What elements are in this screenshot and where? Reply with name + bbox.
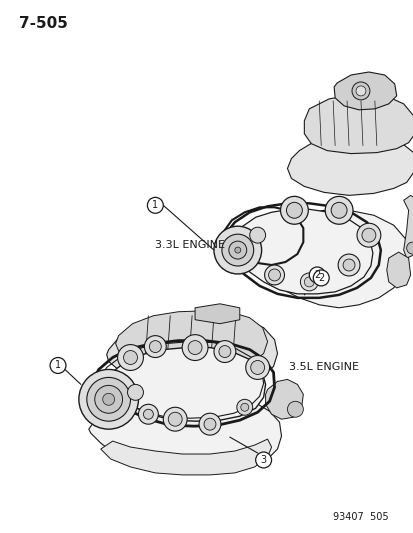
Polygon shape [287, 133, 413, 196]
Polygon shape [107, 317, 277, 387]
Circle shape [144, 336, 166, 358]
Circle shape [221, 234, 253, 266]
Circle shape [356, 223, 380, 247]
Circle shape [304, 277, 313, 287]
Circle shape [406, 242, 413, 254]
Polygon shape [244, 211, 408, 308]
Circle shape [188, 341, 202, 354]
Circle shape [149, 341, 161, 352]
Circle shape [309, 267, 325, 283]
Circle shape [102, 393, 114, 405]
Circle shape [199, 413, 221, 435]
Circle shape [214, 341, 235, 362]
Text: 2: 2 [313, 270, 320, 280]
Text: 3.3L ENGINE: 3.3L ENGINE [155, 240, 225, 250]
Circle shape [342, 259, 354, 271]
Text: 93407  505: 93407 505 [332, 512, 388, 522]
Circle shape [337, 254, 359, 276]
Polygon shape [333, 72, 396, 110]
Circle shape [236, 399, 252, 415]
Circle shape [78, 369, 138, 429]
Circle shape [255, 452, 271, 468]
Circle shape [264, 265, 284, 285]
Polygon shape [100, 348, 265, 421]
Circle shape [245, 356, 269, 379]
Circle shape [143, 409, 153, 419]
Text: 3.5L ENGINE: 3.5L ENGINE [289, 362, 358, 373]
Circle shape [127, 384, 143, 400]
Polygon shape [403, 196, 413, 258]
Circle shape [138, 404, 158, 424]
Circle shape [330, 203, 346, 218]
Polygon shape [229, 209, 372, 294]
Circle shape [355, 86, 365, 96]
Circle shape [287, 401, 303, 417]
Circle shape [218, 345, 230, 358]
Text: 3: 3 [260, 455, 266, 465]
Polygon shape [115, 311, 267, 374]
Circle shape [95, 385, 122, 413]
Polygon shape [195, 304, 239, 324]
Circle shape [117, 345, 143, 370]
Circle shape [351, 82, 369, 100]
Polygon shape [100, 439, 271, 475]
Circle shape [240, 403, 248, 411]
Circle shape [325, 196, 352, 224]
Circle shape [87, 377, 130, 421]
Text: 1: 1 [152, 200, 158, 211]
Text: 1: 1 [55, 360, 61, 370]
Circle shape [123, 351, 137, 365]
Circle shape [147, 197, 163, 213]
Circle shape [300, 273, 318, 291]
Circle shape [204, 418, 216, 430]
Text: 2: 2 [317, 273, 323, 283]
Polygon shape [304, 94, 413, 154]
Circle shape [168, 412, 182, 426]
Circle shape [286, 203, 301, 218]
Circle shape [50, 358, 66, 374]
Circle shape [313, 270, 328, 286]
Circle shape [182, 335, 207, 360]
Polygon shape [88, 395, 281, 473]
Polygon shape [386, 252, 410, 288]
Circle shape [228, 241, 246, 259]
Polygon shape [265, 379, 303, 419]
Circle shape [163, 407, 187, 431]
Circle shape [268, 269, 280, 281]
Circle shape [280, 196, 308, 224]
Circle shape [249, 227, 265, 243]
Circle shape [361, 228, 375, 242]
Text: 7-505: 7-505 [19, 16, 68, 31]
Circle shape [214, 226, 261, 274]
Circle shape [250, 360, 264, 375]
Circle shape [234, 247, 240, 253]
